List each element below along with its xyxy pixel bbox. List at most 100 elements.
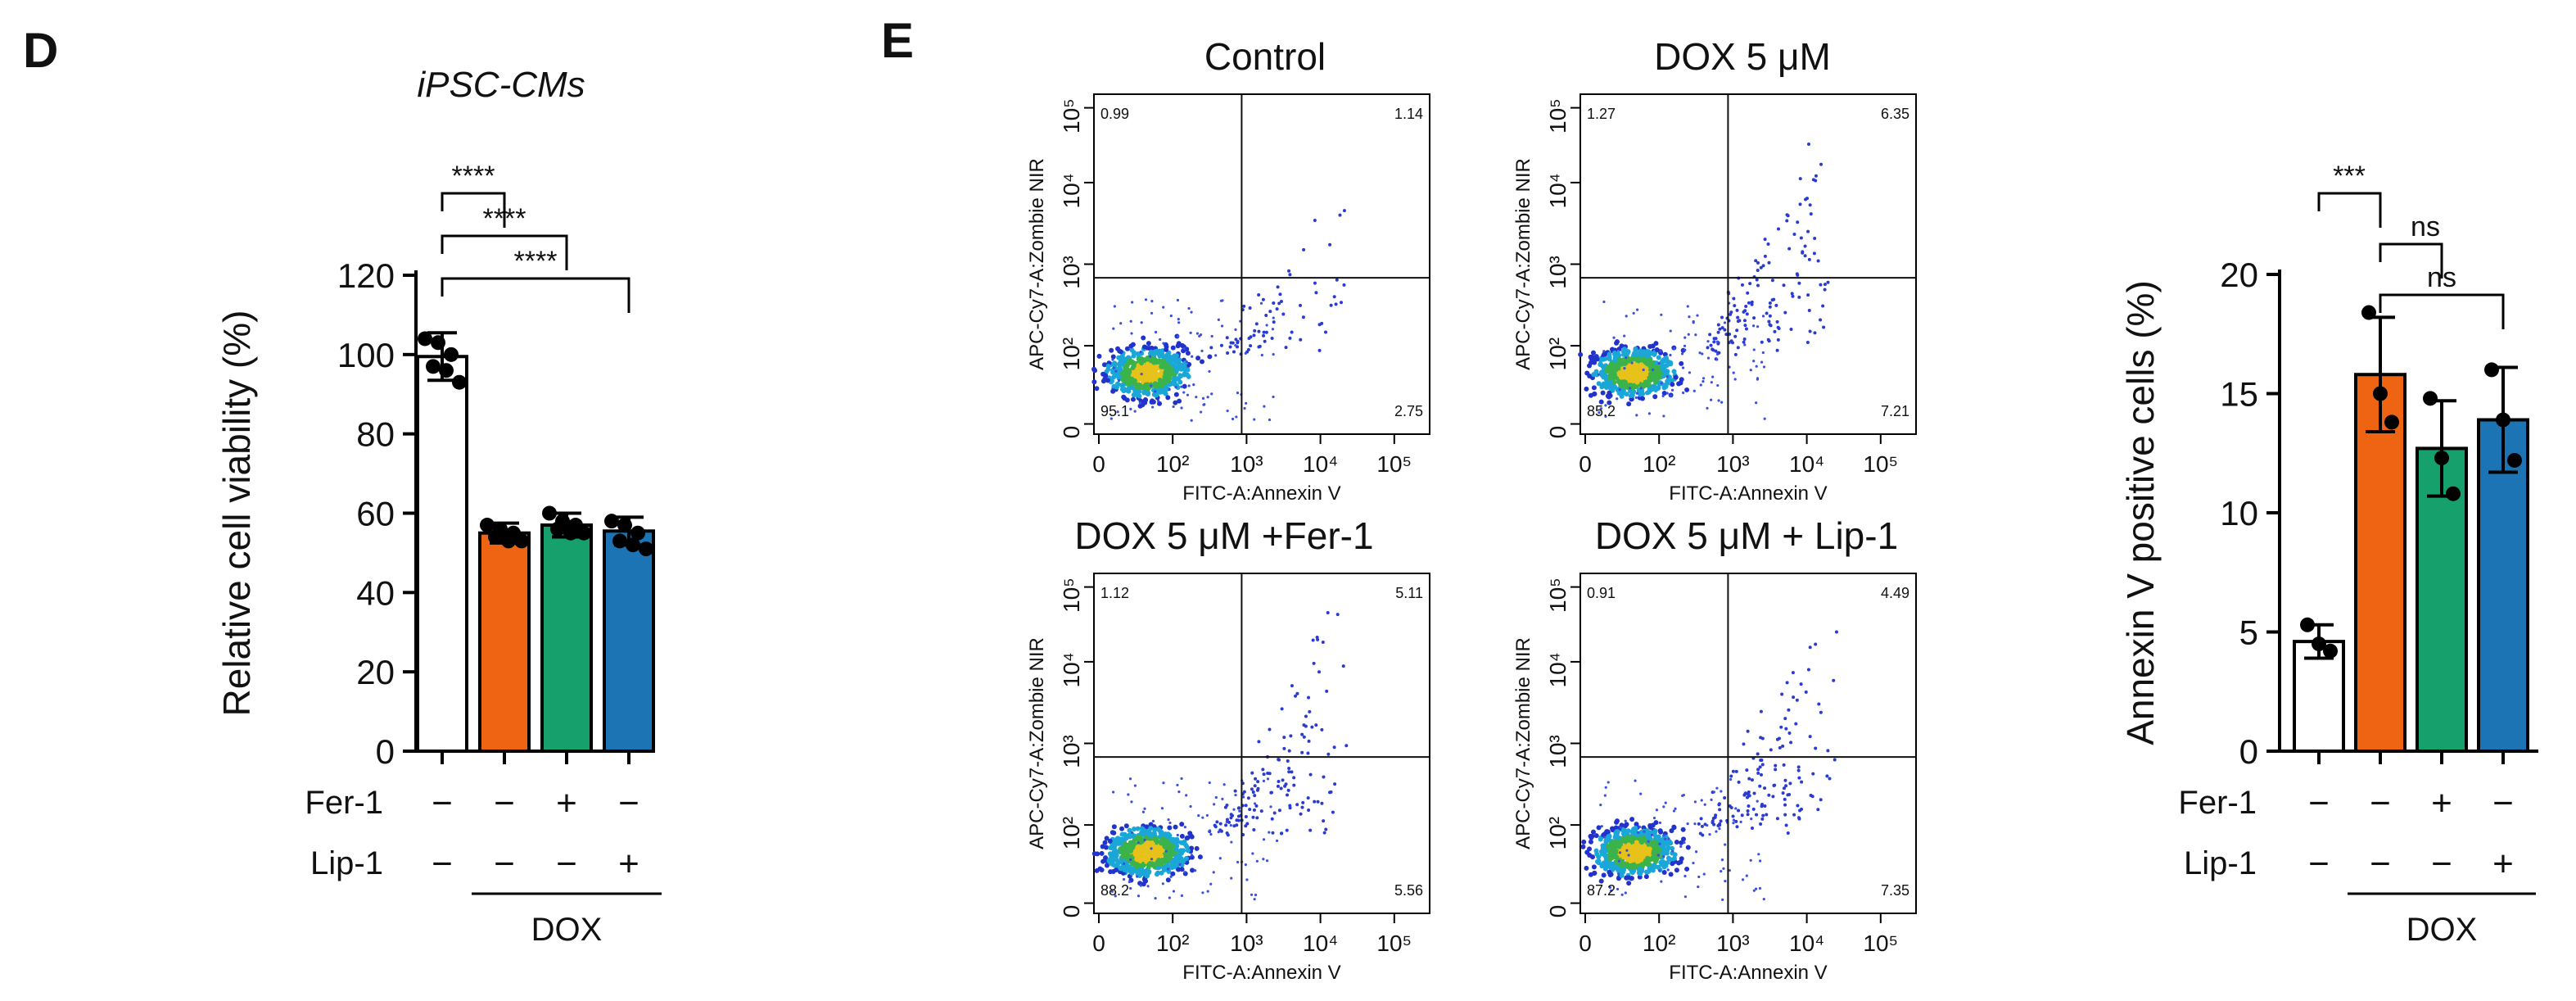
- dot: [1289, 734, 1293, 738]
- dot: [1197, 854, 1203, 860]
- dot: [1762, 897, 1765, 901]
- dot: [1133, 784, 1137, 787]
- dot: [1111, 358, 1114, 361]
- dot: [1656, 355, 1661, 360]
- dot: [1269, 805, 1272, 808]
- y-tick-label: 0: [1545, 426, 1570, 439]
- dot: [1272, 395, 1275, 399]
- dot: [1593, 833, 1599, 839]
- dot: [1650, 822, 1656, 828]
- dot: [1141, 344, 1147, 350]
- dot: [1137, 841, 1140, 845]
- dot: [1176, 298, 1180, 302]
- dot: [1178, 863, 1182, 866]
- dot: [1609, 843, 1615, 849]
- dot: [1624, 819, 1627, 822]
- dot: [1272, 316, 1275, 319]
- dot: [1259, 809, 1263, 813]
- dot: [1750, 826, 1754, 830]
- dot: [1124, 363, 1130, 369]
- dot: [1137, 895, 1141, 898]
- dot: [1798, 177, 1802, 181]
- dot: [1701, 352, 1704, 356]
- data-point: [480, 518, 495, 533]
- dot: [1702, 872, 1706, 876]
- dot: [1279, 786, 1283, 790]
- dot: [1733, 352, 1738, 356]
- dot: [1729, 805, 1733, 809]
- dot: [1642, 852, 1647, 858]
- dot: [1717, 399, 1720, 402]
- dot: [1306, 796, 1310, 800]
- dot: [1752, 360, 1756, 363]
- dot: [1132, 826, 1137, 831]
- dot: [1231, 341, 1235, 345]
- dot: [1734, 769, 1738, 773]
- dot: [1732, 297, 1736, 301]
- dot: [1146, 840, 1152, 846]
- significance-bracket: [441, 192, 506, 228]
- dot: [1151, 819, 1155, 823]
- dot: [1834, 630, 1838, 634]
- y-tick-label: 10³: [1059, 256, 1084, 288]
- dot: [1679, 360, 1684, 366]
- dot: [1209, 882, 1213, 886]
- dot: [1096, 353, 1102, 359]
- dot: [1623, 367, 1626, 370]
- dot: [1806, 668, 1810, 672]
- dot: [1661, 390, 1667, 396]
- dot: [1777, 326, 1781, 330]
- quadrant-ul: 0.91: [1587, 585, 1616, 601]
- dot: [1226, 409, 1229, 413]
- dot: [1796, 765, 1801, 769]
- dot: [1144, 384, 1150, 390]
- dot: [1110, 890, 1114, 893]
- data-point: [488, 529, 503, 545]
- dot: [1119, 322, 1123, 325]
- dot: [1697, 875, 1701, 879]
- dot: [1139, 830, 1145, 836]
- dot: [1324, 330, 1328, 334]
- dot: [1656, 854, 1660, 857]
- x-tick-label: 10²: [1156, 451, 1189, 477]
- dot: [1325, 689, 1329, 693]
- dot: [1670, 382, 1675, 387]
- dot: [1292, 776, 1296, 780]
- dot: [1711, 375, 1715, 378]
- dot: [1616, 844, 1622, 849]
- dot: [1741, 878, 1745, 881]
- dot: [1597, 373, 1601, 376]
- dot: [1190, 867, 1195, 873]
- dot: [1268, 310, 1272, 314]
- dot: [1189, 331, 1192, 334]
- dot: [1779, 725, 1783, 729]
- dot: [1190, 854, 1194, 857]
- dot: [1676, 381, 1682, 387]
- dot: [1629, 817, 1635, 822]
- dot: [1674, 867, 1679, 873]
- dot: [1763, 804, 1767, 808]
- dot: [1612, 350, 1618, 356]
- dot: [1292, 783, 1296, 787]
- dot: [1214, 354, 1218, 357]
- dot: [1329, 790, 1333, 794]
- dot: [1775, 817, 1779, 821]
- dot: [1236, 860, 1240, 864]
- dot: [1281, 312, 1286, 316]
- dot: [1642, 859, 1647, 865]
- dot: [1828, 777, 1832, 781]
- dot: [1721, 898, 1724, 901]
- dot: [1314, 291, 1318, 295]
- dot: [1605, 393, 1611, 399]
- dot: [1191, 355, 1194, 358]
- dot: [1639, 867, 1645, 873]
- dot: [1260, 353, 1263, 357]
- dot: [1714, 349, 1718, 353]
- x-tick-label: 10³: [1230, 931, 1263, 956]
- dot: [1134, 864, 1140, 870]
- dot: [1295, 691, 1299, 695]
- dot: [1591, 385, 1597, 391]
- dot: [1672, 809, 1676, 813]
- dot: [1214, 795, 1218, 799]
- dot: [1799, 682, 1803, 686]
